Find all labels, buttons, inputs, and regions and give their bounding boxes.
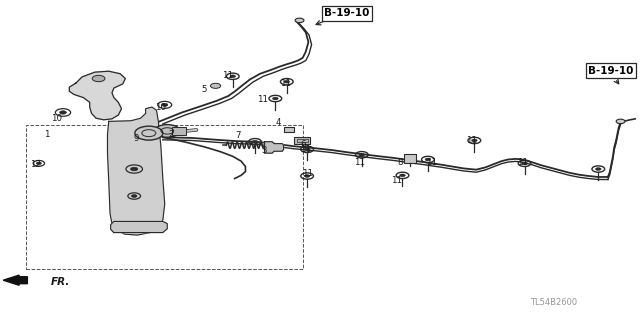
Circle shape [252,140,258,143]
Bar [284,127,294,132]
Text: 11: 11 [355,158,365,167]
Text: 10: 10 [51,114,62,123]
Bar [404,154,416,163]
Text: 9: 9 [133,134,139,143]
Bar [297,138,308,142]
Text: 4: 4 [276,117,281,127]
Circle shape [595,167,601,170]
Bar [294,137,310,144]
Circle shape [273,97,278,100]
Text: 2: 2 [168,130,174,138]
Circle shape [284,80,290,83]
Circle shape [131,167,138,171]
Circle shape [36,162,42,165]
Text: 12: 12 [30,160,41,169]
Text: 11: 11 [221,71,232,80]
Text: 11: 11 [280,79,291,88]
Circle shape [304,148,310,151]
Circle shape [131,195,137,197]
Text: FR.: FR. [51,277,70,287]
Circle shape [616,119,625,123]
Circle shape [230,75,236,78]
Polygon shape [69,71,125,120]
Polygon shape [111,221,167,233]
Circle shape [295,18,304,23]
Text: B-19-10: B-19-10 [588,66,634,76]
Text: 6: 6 [300,140,305,149]
Text: 3: 3 [262,146,268,155]
Text: 11: 11 [466,136,477,145]
Circle shape [135,126,163,140]
Text: 11: 11 [300,145,312,154]
Circle shape [154,124,180,137]
Circle shape [399,174,405,177]
FancyArrow shape [3,275,28,285]
Text: 11: 11 [301,169,312,178]
Text: 11: 11 [391,176,403,185]
Circle shape [359,153,365,156]
Circle shape [304,174,310,177]
Circle shape [425,158,431,161]
Text: 11: 11 [257,95,268,104]
Text: B-19-10: B-19-10 [324,8,370,19]
Circle shape [522,162,527,165]
Circle shape [161,103,168,107]
Text: 10: 10 [156,103,166,112]
Circle shape [60,111,67,114]
Circle shape [472,139,477,142]
Bar [172,127,186,135]
Text: 11: 11 [516,158,527,167]
Text: 8: 8 [397,158,403,167]
Polygon shape [108,107,164,235]
Text: 11: 11 [426,158,436,167]
Text: 5: 5 [202,85,207,94]
Bar [26,124,303,269]
Text: TL54B2600: TL54B2600 [531,298,577,307]
Text: 1: 1 [44,130,49,138]
Polygon shape [264,142,284,153]
Circle shape [92,75,105,82]
Circle shape [211,83,221,88]
Text: 7: 7 [235,131,241,140]
